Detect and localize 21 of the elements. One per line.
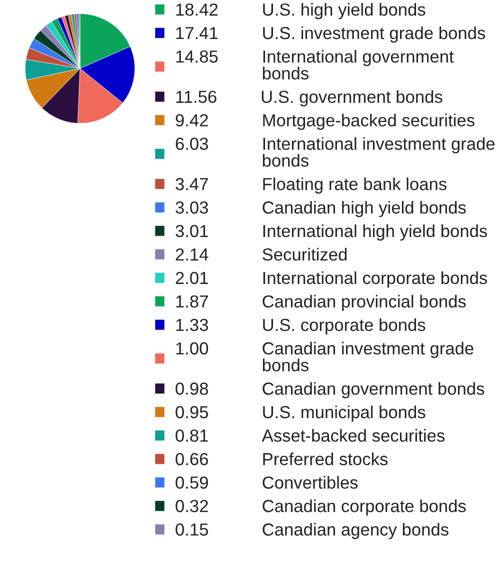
legend-label: 0.95 U.S. municipal bonds — [176, 406, 426, 422]
legend-label: 14.85 International government bonds — [176, 50, 454, 80]
legend-label: 2.01 International corporate bonds — [176, 271, 488, 288]
legend-label: 11.56 U.S. government bonds — [176, 90, 442, 106]
legend-label: 1.00 Canadian investment grade bonds — [176, 342, 474, 372]
legend-label: 0.59 Convertibles — [176, 476, 358, 489]
legend-label: 3.03 Canadian high yield bonds — [176, 200, 466, 218]
legend-label: 0.66 Preferred stocks — [176, 452, 388, 466]
legend-label: 2.14 Securitized — [176, 248, 347, 261]
legend-label: 18.42 U.S. high yield bonds — [176, 3, 426, 20]
legend-label: 3.47 Floating rate bank loans — [176, 177, 446, 194]
legend-label: 1.87 Canadian provincial bonds — [176, 294, 466, 312]
legend-label: 0.32 Canadian corporate bonds — [176, 499, 466, 516]
legend-label: 0.81 Asset-backed securities — [176, 429, 445, 442]
legend-label: 9.42 Mortgage-backed securities — [176, 114, 474, 130]
legend-label: 0.15 Canadian agency bonds — [176, 522, 448, 540]
legend-label: 0.98 Canadian government bonds — [176, 382, 484, 398]
legend-label: 3.01 International high yield bonds — [176, 224, 488, 241]
legend-label: 1.33 U.S. corporate bonds — [176, 318, 426, 335]
legend-label: 6.03 International investment grade bonds — [176, 137, 495, 167]
legend-label: 17.41 U.S. investment grade bonds — [176, 26, 486, 43]
